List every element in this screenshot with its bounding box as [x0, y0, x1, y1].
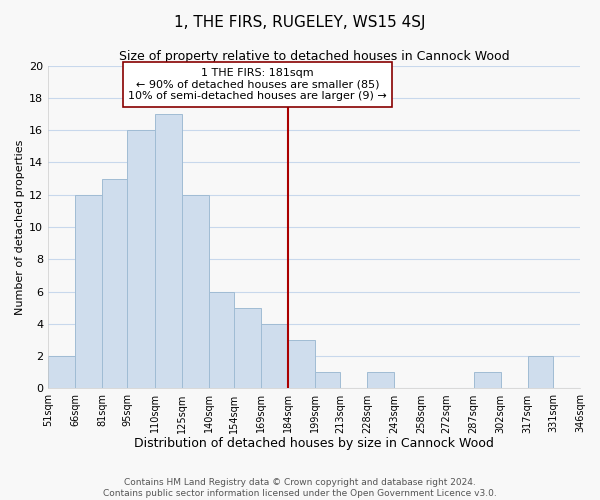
Bar: [528, 356, 553, 388]
Text: 1 THE FIRS: 181sqm
← 90% of detached houses are smaller (85)
10% of semi-detache: 1 THE FIRS: 181sqm ← 90% of detached hou…: [128, 68, 387, 101]
Bar: [473, 372, 500, 388]
Bar: [127, 130, 155, 388]
Bar: [261, 324, 288, 388]
Bar: [48, 356, 75, 388]
Text: Contains HM Land Registry data © Crown copyright and database right 2024.
Contai: Contains HM Land Registry data © Crown c…: [103, 478, 497, 498]
Y-axis label: Number of detached properties: Number of detached properties: [15, 140, 25, 314]
Bar: [75, 194, 102, 388]
Bar: [182, 194, 209, 388]
Bar: [315, 372, 340, 388]
Bar: [209, 292, 234, 388]
Bar: [102, 178, 127, 388]
Bar: [288, 340, 315, 388]
Title: Size of property relative to detached houses in Cannock Wood: Size of property relative to detached ho…: [119, 50, 509, 63]
Bar: [155, 114, 182, 388]
Text: 1, THE FIRS, RUGELEY, WS15 4SJ: 1, THE FIRS, RUGELEY, WS15 4SJ: [174, 15, 426, 30]
X-axis label: Distribution of detached houses by size in Cannock Wood: Distribution of detached houses by size …: [134, 437, 494, 450]
Bar: [367, 372, 394, 388]
Bar: [234, 308, 261, 388]
